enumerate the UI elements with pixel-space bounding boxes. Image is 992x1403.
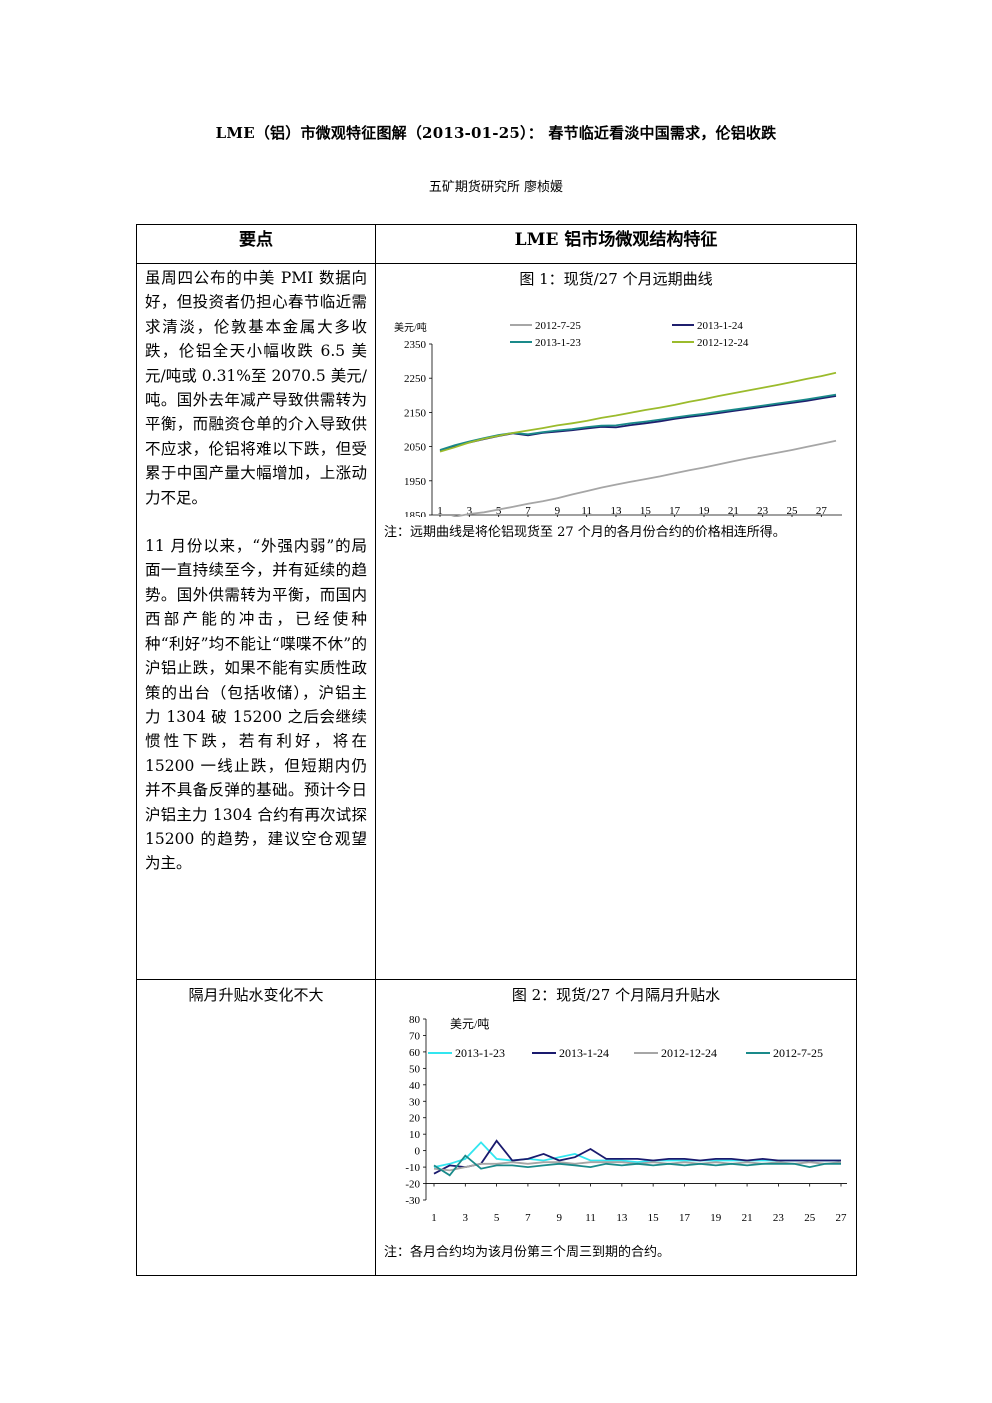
x-tick-label: 5 <box>494 1212 500 1224</box>
chart-2-title: 图 2：现货/27 个月隔月升贴水 <box>511 986 721 1004</box>
x-tick-label: 1 <box>437 505 443 517</box>
legend-label-2013-1-23: 2013-1-23 <box>535 337 581 349</box>
x-tick-label: 19 <box>699 505 711 517</box>
document-author: 五矿期货研究所 廖桢媛 <box>428 180 564 195</box>
x-tick-label: 23 <box>773 1212 785 1224</box>
x-tick-label: 1 <box>431 1212 437 1224</box>
y-tick-label: 1950 <box>404 476 427 488</box>
y-tick-label: 30 <box>409 1096 421 1108</box>
chart-2-note: 注：各月合约均为该月份第三个周三到期的合约。 <box>384 1245 671 1260</box>
series-line-2012-7-25 <box>433 1154 841 1177</box>
y-tick-label: -10 <box>405 1162 420 1174</box>
x-tick-label: 19 <box>710 1212 722 1224</box>
x-tick-label: 9 <box>555 505 561 517</box>
spread-point-title: 隔月升贴水变化不大 <box>188 986 324 1004</box>
document-title: LME（铝）市微观特征图解（2013-01-25）： 春节临近看淡中国需求，伦铝… <box>215 124 777 142</box>
key-points-paragraph-2: 11 月份以来，“外强内弱”的局面一直持续至今，并有延续的趋势。国外供需转为平衡… <box>145 537 367 873</box>
x-tick-label: 25 <box>804 1212 816 1224</box>
x-tick-label: 11 <box>585 1212 596 1224</box>
x-tick-label: 3 <box>463 1212 469 1224</box>
header-market-structure: LME 铝市场微观结构特征 <box>375 224 857 264</box>
legend-label-2012-12-24: 2012-12-24 <box>697 337 749 349</box>
legend-label-2012-12-24: 2012-12-24 <box>661 1046 717 1060</box>
x-tick-label: 21 <box>742 1212 753 1224</box>
y-tick-label: 60 <box>409 1047 421 1059</box>
legend-label-2012-7-25: 2012-7-25 <box>535 320 581 332</box>
chart-1-title: 图 1：现货/27 个月远期曲线 <box>519 270 713 288</box>
chart-1-note: 注：远期曲线是将伦铝现货至 27 个月的各月份合约的价格相连所得。 <box>384 525 786 540</box>
y-tick-label: 20 <box>409 1113 421 1125</box>
table-row: 隔月升贴水变化不大 图 2：现货/27 个月隔月升贴水 -30 -20 -10 0 10… <box>136 979 857 1276</box>
series-line-2013-1-23 <box>439 393 837 451</box>
x-tick-label: 15 <box>640 505 652 517</box>
y-tick-label: 2150 <box>404 407 427 419</box>
y-tick-label: 10 <box>409 1129 421 1141</box>
table-header-row: 要点 LME 铝市场微观结构特征 <box>136 224 857 264</box>
x-tick-label: 27 <box>816 505 828 517</box>
x-tick-label: 25 <box>787 505 799 517</box>
main-table: 要点 LME 铝市场微观结构特征 虽周四公布的中美 PMI 数据向好，但投资者仍… <box>136 224 857 1276</box>
x-tick-label: 15 <box>648 1212 660 1224</box>
y-tick-label: 80 <box>409 1014 421 1026</box>
y-tick-label: 70 <box>409 1030 421 1042</box>
x-tick-label: 23 <box>757 505 769 517</box>
x-tick-label: 13 <box>616 1212 628 1224</box>
series-line-2012-7-25 <box>451 439 837 517</box>
legend-label-2013-1-23: 2013-1-23 <box>455 1046 505 1060</box>
y-tick-label: 0 <box>415 1146 421 1158</box>
legend-label-2013-1-24: 2013-1-24 <box>697 320 743 332</box>
x-tick-label: 17 <box>669 505 681 517</box>
x-tick-label: 9 <box>556 1212 562 1224</box>
y-tick-label: 2050 <box>404 442 427 454</box>
chart-cell-2: 图 2：现货/27 个月隔月升贴水 -30 -20 -10 0 10 20 30 40 50 60… <box>375 979 857 1276</box>
x-tick-label: 7 <box>525 1212 531 1224</box>
x-tick-label: 21 <box>728 505 739 517</box>
x-tick-label: 11 <box>581 505 592 517</box>
y-tick-label: -30 <box>405 1195 420 1207</box>
y-tick-label: 2250 <box>404 373 427 385</box>
y-axis-unit-label: 美元/吨 <box>450 1017 489 1031</box>
spread-point-cell: 隔月升贴水变化不大 <box>136 979 376 1276</box>
y-tick-label: 1850 <box>404 510 427 517</box>
key-points-cell: 虽周四公布的中美 PMI 数据向好，但投资者仍担心春节临近需求清淡，伦敦基本金属… <box>136 263 376 980</box>
x-tick-label: 17 <box>679 1212 691 1224</box>
key-points-paragraph-1: 虽周四公布的中美 PMI 数据向好，但投资者仍担心春节临近需求清淡，伦敦基本金属… <box>145 269 367 507</box>
x-tick-label: 5 <box>496 505 502 517</box>
table-row: 虽周四公布的中美 PMI 数据向好，但投资者仍担心春节临近需求清淡，伦敦基本金属… <box>136 263 857 980</box>
y-tick-label: -20 <box>405 1179 420 1191</box>
series-line-2012-12-24 <box>439 371 837 453</box>
chart-cell-1: 图 1：现货/27 个月远期曲线 1850 1950 2050 2150 2250 235… <box>375 263 857 980</box>
x-tick-label: 7 <box>525 505 531 517</box>
y-tick-label: 2350 <box>404 339 427 351</box>
x-tick-label: 13 <box>611 505 623 517</box>
header-key-points: 要点 <box>136 224 376 264</box>
legend-label-2012-7-25: 2012-7-25 <box>773 1046 823 1060</box>
x-tick-label: 27 <box>836 1212 848 1224</box>
series-line-2013-1-24 <box>433 1139 841 1175</box>
x-tick-label: 3 <box>467 505 473 517</box>
y-axis-unit-label: 美元/吨 <box>394 321 427 334</box>
legend-label-2013-1-24: 2013-1-24 <box>559 1046 609 1060</box>
y-tick-label: 40 <box>409 1080 421 1092</box>
y-tick-label: 50 <box>409 1063 421 1075</box>
